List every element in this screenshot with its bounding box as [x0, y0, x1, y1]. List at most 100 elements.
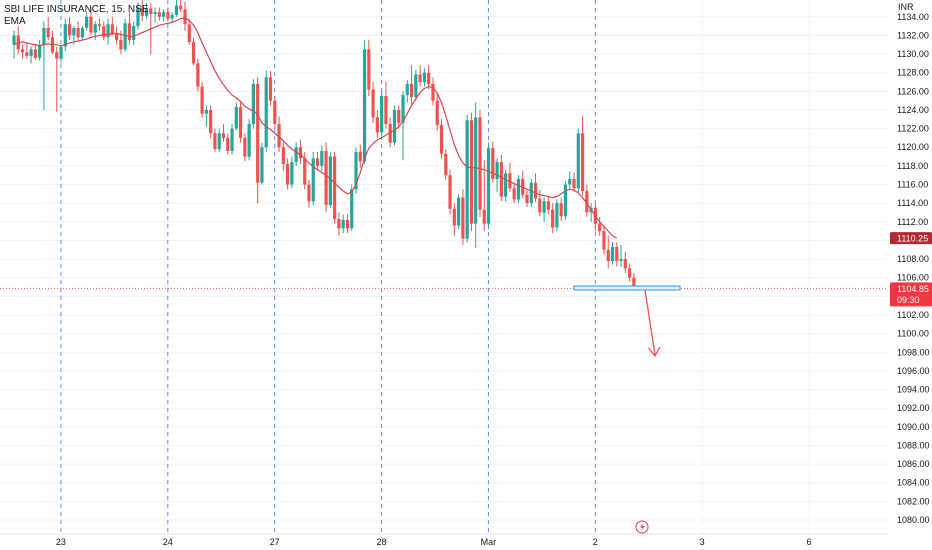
candle-body: [119, 40, 123, 50]
candle-body: [619, 259, 623, 261]
candle-body: [38, 44, 42, 58]
y-tick-label: 1086.00: [897, 459, 930, 469]
candle: [55, 46, 59, 112]
candlestick-series: [12, 0, 636, 291]
candle-body: [345, 219, 350, 229]
candle-body: [431, 83, 435, 101]
candle-body: [80, 27, 84, 38]
bottom-axis[interactable]: 23 24 27 28 Mar 2 3 6: [0, 533, 932, 550]
candle-body: [12, 35, 16, 45]
candle-body: [572, 178, 576, 189]
candle-body: [328, 156, 332, 206]
candle: [281, 142, 285, 171]
lightning-icon[interactable]: [635, 520, 649, 534]
candle-body: [196, 63, 200, 87]
indicator-label[interactable]: EMA: [4, 16, 26, 27]
candle: [444, 149, 448, 180]
candle-body: [144, 8, 149, 16]
candle-body: [256, 83, 260, 183]
candle-body: [486, 148, 491, 224]
candle-body: [281, 147, 285, 165]
candle: [136, 2, 140, 30]
candle: [542, 197, 546, 222]
candle-body: [251, 83, 255, 124]
x-tick-label: 28: [377, 537, 387, 547]
y-tick-label: 1092.00: [897, 403, 930, 413]
candle-body: [226, 137, 230, 151]
candle: [533, 173, 538, 203]
candle: [93, 21, 97, 41]
candle: [170, 12, 174, 23]
candle: [238, 102, 243, 143]
support-zone-box[interactable]: [573, 285, 681, 291]
candle: [25, 42, 29, 59]
candle: [268, 70, 273, 106]
candle-body: [294, 147, 298, 163]
candle-body: [418, 74, 422, 83]
candle: [38, 40, 42, 61]
candle-body: [97, 24, 102, 27]
candle-body: [628, 268, 632, 278]
candle: [97, 18, 102, 31]
y-tick-label: 1132.00: [897, 30, 929, 40]
candle-body: [482, 209, 486, 224]
currency-label: INR: [898, 2, 914, 12]
candle-body: [46, 27, 50, 38]
candle-body: [504, 173, 508, 197]
candle-body: [563, 184, 568, 217]
candle-body: [93, 24, 97, 33]
down-arrow-drawing[interactable]: [644, 289, 661, 358]
candle: [482, 160, 486, 232]
y-tick-label: 1116.00: [897, 180, 928, 190]
candle: [102, 21, 106, 41]
candle-body: [89, 16, 93, 33]
candle-body: [132, 26, 136, 41]
candle-body: [384, 95, 388, 124]
candle: [85, 12, 89, 31]
candle: [110, 16, 114, 36]
candle-body: [268, 77, 273, 101]
candle: [602, 225, 606, 255]
candle: [179, 0, 183, 13]
candle-body: [166, 12, 170, 19]
candle-body: [162, 12, 166, 17]
candle: [465, 114, 469, 243]
candle-body: [25, 52, 29, 56]
symbol-title[interactable]: SBI LIFE INSURANCE, 15, NSE: [4, 4, 149, 15]
candle-body: [102, 26, 106, 38]
candle: [256, 77, 260, 204]
x-tick-label: 2: [593, 537, 598, 547]
candle-body: [191, 41, 196, 64]
candle-body: [264, 77, 268, 148]
candle-body: [174, 5, 179, 15]
candle-body: [568, 178, 572, 185]
candle-body: [478, 117, 482, 210]
candle-body: [495, 162, 499, 179]
candle-body: [277, 123, 281, 148]
candle: [598, 217, 602, 236]
candle: [247, 119, 251, 161]
candle: [132, 21, 136, 45]
y-tick-label: 1114.00: [897, 198, 928, 208]
candle-body: [221, 133, 226, 138]
candle: [162, 9, 166, 22]
candle: [337, 212, 341, 236]
candle: [384, 82, 388, 129]
candle-body: [324, 150, 328, 206]
candle-body: [247, 123, 251, 157]
y-tick-label: 1120.00: [897, 142, 929, 152]
candle-body: [367, 49, 371, 90]
candle-body: [238, 107, 243, 138]
session-break-lines: [60, 0, 596, 534]
candle-body: [315, 158, 320, 166]
candle-body: [106, 24, 110, 38]
candle: [358, 144, 362, 168]
right-axis[interactable]: 1134.00 1132.00 1130.00 1128.00 1126.00 1124.…: [888, 0, 932, 534]
candle-body: [127, 23, 132, 41]
candle-body: [491, 148, 495, 179]
candle-body: [580, 133, 585, 192]
candle: [264, 70, 268, 152]
candle: [328, 151, 332, 208]
candle: [551, 203, 555, 233]
